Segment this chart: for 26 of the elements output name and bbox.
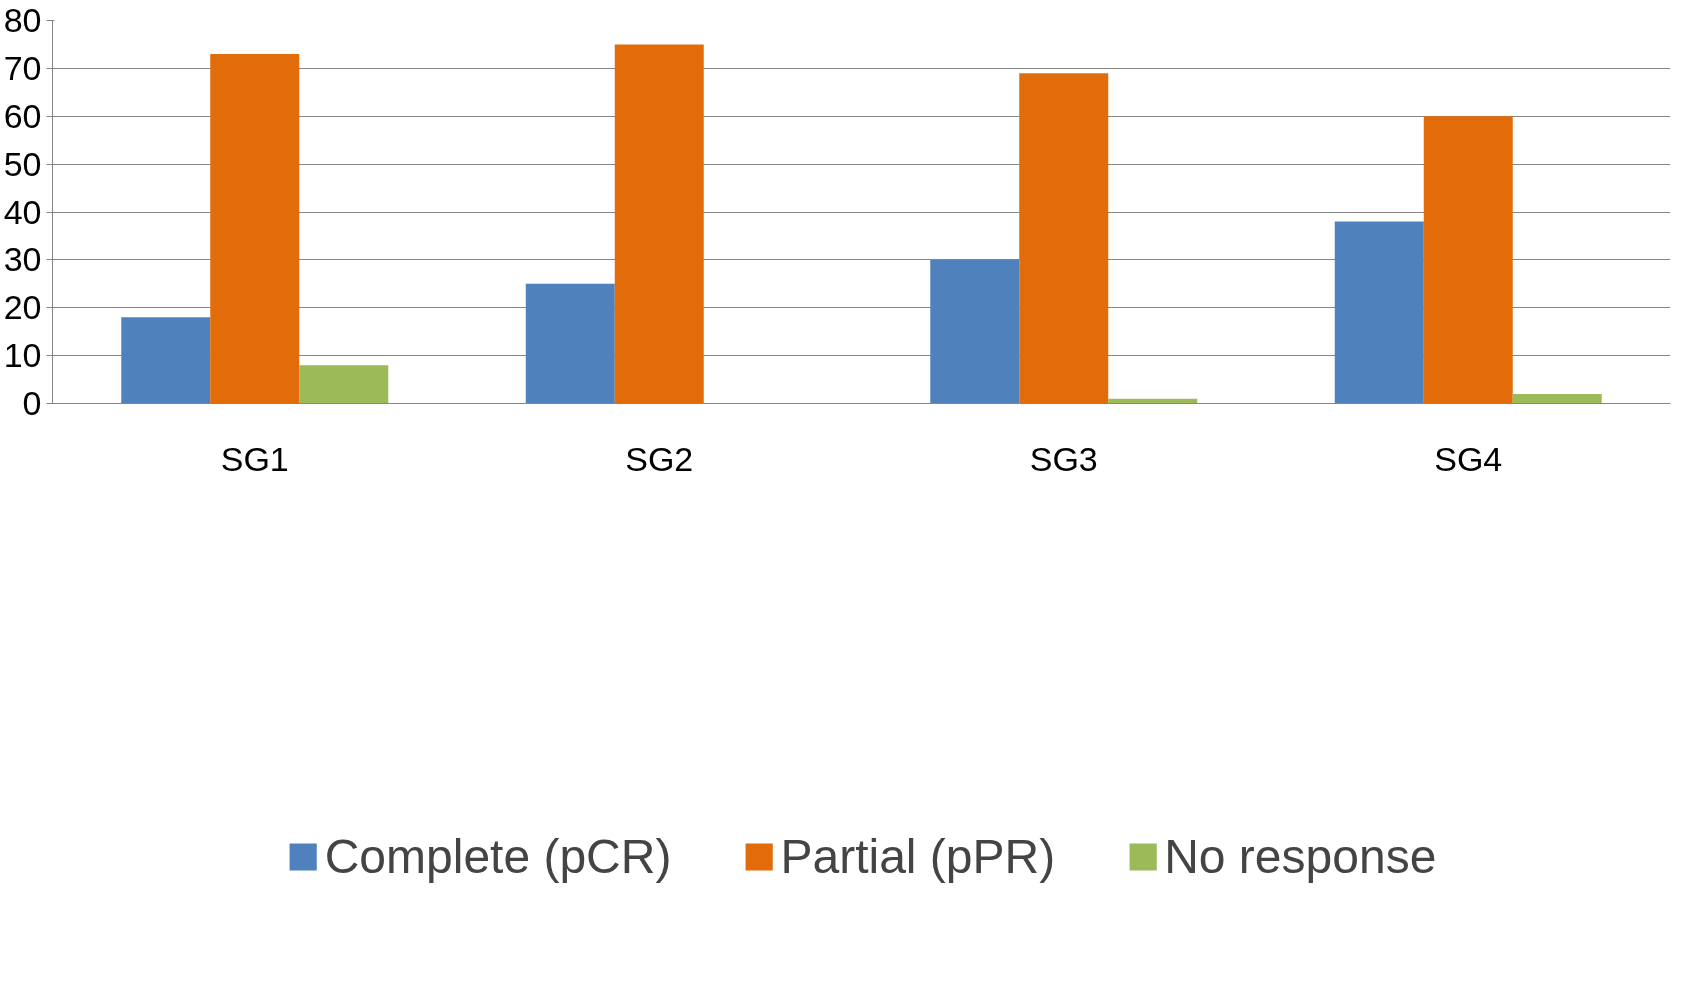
bar	[1423, 116, 1513, 404]
y-tick-label: 0	[22, 384, 42, 422]
bar	[930, 259, 1020, 404]
y-tick-label: 30	[3, 240, 42, 279]
bar	[614, 44, 704, 404]
x-tick-label: SG3	[1029, 439, 1098, 478]
y-tick-label: 40	[3, 192, 42, 231]
bar	[210, 54, 300, 404]
bar	[1512, 393, 1602, 404]
y-tick-label: 50	[3, 144, 42, 183]
y-tick-label: 10	[3, 336, 42, 375]
y-tick-label: 20	[3, 288, 42, 327]
bar	[525, 283, 615, 404]
x-tick-label: SG1	[220, 439, 289, 478]
y-tick-label: 60	[3, 96, 42, 135]
bar	[1334, 221, 1424, 404]
legend-label: Complete (pCR)	[324, 828, 672, 884]
y-tick-label: 70	[3, 48, 42, 87]
x-tick-label: SG4	[1434, 439, 1503, 478]
y-tick-label: 80	[3, 1, 42, 39]
bar	[299, 365, 389, 404]
bar	[121, 317, 211, 404]
x-tick-label: SG2	[625, 439, 694, 478]
bar	[1019, 73, 1109, 404]
legend-label: Partial (pPR)	[780, 828, 1056, 884]
legend-label: No response	[1164, 828, 1437, 884]
